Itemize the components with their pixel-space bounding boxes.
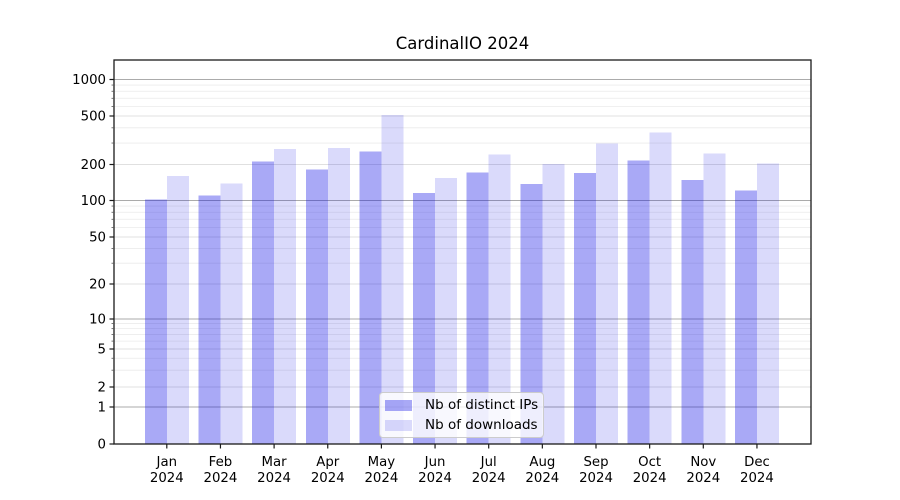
x-tick-label-may-2024: May 2024 [364,455,398,486]
legend-swatch-distinct-ips [385,399,412,411]
bar-downloads-apr-2024 [327,147,350,444]
bar-downloads-aug-2024 [542,163,565,444]
x-tick-label-dec-2024: Dec 2024 [740,455,774,486]
bar-distinct-ips-mar-2024 [252,161,275,445]
legend-label-distinct-ips: Nb of distinct IPs [425,397,539,413]
bar-downloads-jul-2024 [488,154,511,444]
bar-distinct-ips-jan-2024 [144,199,167,444]
x-tick-label-nov-2024: Nov 2024 [686,455,720,486]
bar-distinct-ips-jun-2024 [413,192,436,444]
legend-row-distinct-ips: Nb of distinct IPs [385,395,539,415]
y-tick-label-100: 100 [81,194,106,209]
y-tick-label-50: 50 [89,231,106,246]
x-tick-label-feb-2024: Feb 2024 [204,455,238,486]
bar-downloads-mar-2024 [274,149,297,444]
bar-downloads-dec-2024 [756,163,779,445]
bar-distinct-ips-feb-2024 [198,195,221,444]
y-tick-label-2: 2 [98,381,106,396]
y-tick-label-5: 5 [98,343,106,358]
axes-frame [113,59,812,445]
bar-downloads-feb-2024 [220,183,243,444]
bar-distinct-ips-jul-2024 [466,172,489,444]
bar-distinct-ips-sep-2024 [574,173,596,444]
x-tick-label-mar-2024: Mar 2024 [257,455,291,486]
y-tick-label-10: 10 [89,313,106,328]
bar-downloads-nov-2024 [703,153,726,444]
x-tick-label-aug-2024: Aug 2024 [525,455,559,486]
y-tick-label-0: 0 [98,438,106,453]
bar-downloads-sep-2024 [596,143,618,444]
chart-title: CardinalIO 2024 [395,34,530,53]
bar-downloads-jun-2024 [435,178,458,444]
x-tick-label-oct-2024: Oct 2024 [633,455,667,486]
y-tick-label-1: 1 [98,401,106,416]
legend-row-downloads: Nb of downloads [385,415,538,435]
x-tick-label-jun-2024: Jun 2024 [418,455,452,486]
x-tick-label-jul-2024: Jul 2024 [472,455,506,486]
y-tick-label-200: 200 [81,158,106,173]
bar-distinct-ips-may-2024 [359,151,382,444]
x-tick-label-sep-2024: Sep 2024 [579,455,613,486]
x-tick-label-jan-2024: Jan 2024 [150,455,184,486]
bar-distinct-ips-apr-2024 [305,169,328,445]
legend-swatch-downloads [385,419,412,431]
legend: Nb of distinct IPs Nb of downloads [379,392,544,438]
y-tick-label-20: 20 [89,278,106,293]
bar-distinct-ips-aug-2024 [520,184,543,445]
legend-label-downloads: Nb of downloads [425,417,538,433]
x-tick-label-apr-2024: Apr 2024 [311,455,345,486]
bar-distinct-ips-nov-2024 [681,180,704,445]
bar-distinct-ips-oct-2024 [627,160,650,445]
y-tick-label-1000: 1000 [72,73,106,88]
bar-downloads-jan-2024 [166,175,189,444]
y-tick-label-500: 500 [81,110,106,125]
bar-downloads-oct-2024 [649,132,672,444]
bar-downloads-may-2024 [381,114,404,444]
bar-distinct-ips-dec-2024 [734,190,757,444]
